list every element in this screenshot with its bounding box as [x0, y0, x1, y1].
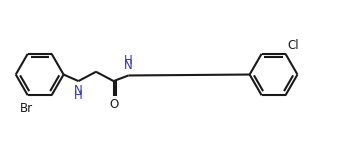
- Text: H: H: [74, 89, 83, 102]
- Text: O: O: [109, 98, 118, 111]
- Text: Br: Br: [20, 102, 33, 115]
- Text: N: N: [74, 84, 83, 97]
- Text: H: H: [123, 54, 132, 67]
- Text: N: N: [123, 59, 132, 72]
- Text: Cl: Cl: [288, 39, 299, 52]
